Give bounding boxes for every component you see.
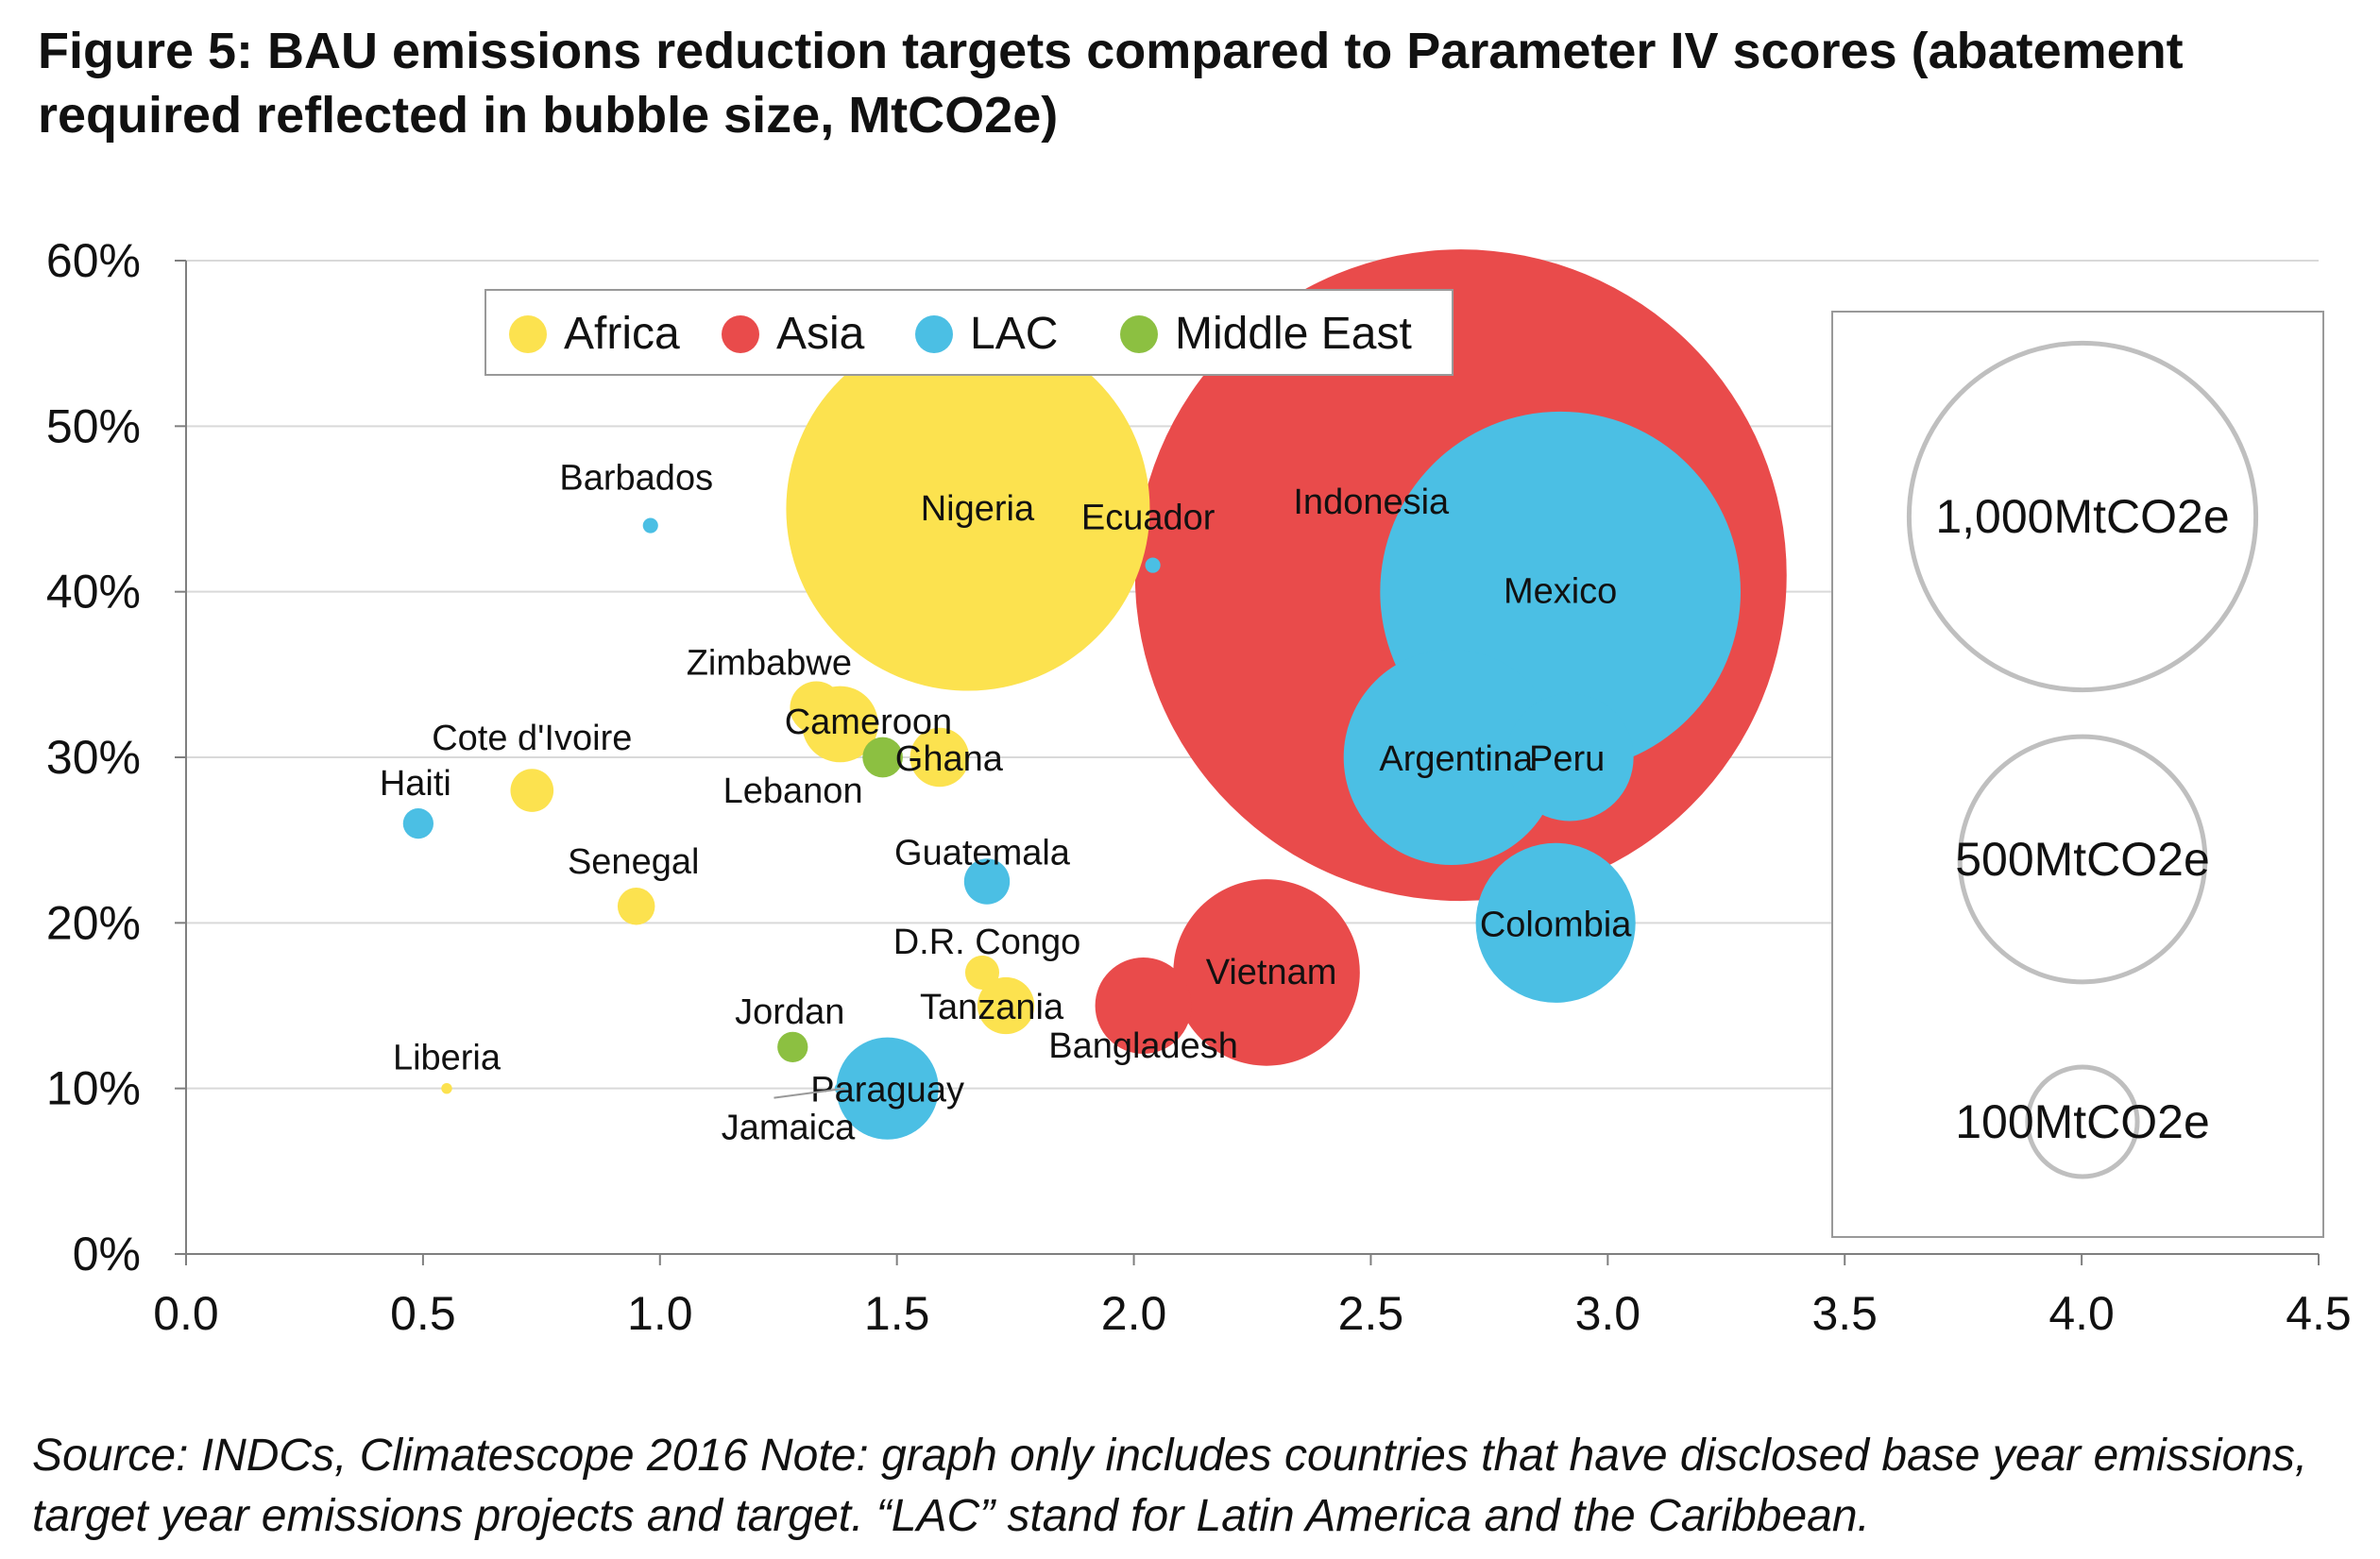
bubble-colombia [1475,842,1636,1003]
legend-marker [1120,315,1158,353]
point-label: Jamaica [722,1109,856,1148]
source-note: Source: INDCs, Climatescope 2016 Note: g… [32,1431,2308,1541]
point-label: Ecuador [1081,499,1216,538]
bubble-liberia [441,1082,452,1094]
x-tick-label: 1.5 [864,1287,930,1340]
point-label: Tanzania [920,988,1064,1027]
bubble-guatemala [963,858,1011,905]
bubble-paraguay [836,1037,939,1140]
bubble-chart: 0% 10% 20% 30% 40% 50% 60% 0.0 0.5 1.0 1.5 2.0 2.5 3.… [46,234,2352,1340]
y-tick-label: 0% [73,1228,141,1280]
bubble-jordan [777,1031,808,1062]
x-tick-label: 0.0 [153,1287,219,1340]
bubble-haiti [402,808,434,839]
x-tick-label: 3.0 [1575,1287,1641,1340]
bubble-senegal [617,888,655,925]
x-tick-label: 3.5 [1811,1287,1878,1340]
point-label: Nigeria [921,489,1035,529]
bubble-vietnam [1173,879,1360,1066]
x-tick-label: 0.5 [390,1287,456,1340]
point-label: Mexico [1504,572,1617,612]
axes: 0% 10% 20% 30% 40% 50% 60% 0.0 0.5 1.0 1.5 2.0 2.5 3.… [46,234,2352,1340]
point-label: Argentina [1379,739,1534,779]
bubble-d-r-congo [964,955,1000,990]
y-tick-label: 40% [46,566,141,619]
point-label: Jordan [735,992,844,1032]
x-tick-label: 4.0 [2048,1287,2115,1340]
bubble-lebanon [862,737,903,778]
point-label: Senegal [568,842,699,882]
bubble-peru [1505,693,1634,822]
size-legend-box [1831,311,2324,1238]
point-label: Haiti [380,764,451,804]
point-label: Lebanon [723,771,863,811]
size-legend-circle [1906,340,2259,693]
point-label: Liberia [393,1039,502,1078]
bubbles [402,249,1787,1140]
bubble-nigeria [786,327,1150,691]
size-legend-circle [2025,1064,2140,1179]
point-label: Zimbabwe [687,643,852,683]
x-tick-label: 1.0 [627,1287,693,1340]
point-label: Bangladesh [1048,1026,1238,1066]
size-legend-circle [1957,734,2208,985]
y-tick-label: 50% [46,399,141,452]
point-label: Indonesia [1293,483,1450,522]
bubble-barbados [642,517,658,534]
point-label: Cote d'Ivoire [432,719,632,758]
chart-title: Figure 5: BAU emissions reduction target… [38,23,2184,144]
bubble-bangladesh [1095,957,1192,1054]
x-tick-label: 4.5 [2286,1287,2352,1340]
point-labels: Barbados Nigeria Ecuador Indonesia Mexico Zim… [380,459,1632,1148]
y-tick-label: 20% [46,896,141,949]
y-tick-label: 30% [46,731,141,784]
bubble-tanzania [977,976,1035,1035]
y-tick-label: 60% [46,234,141,287]
size-legend: 1,000MtCO2e 500MtCO2e 100MtCO2e [1831,311,2324,1238]
legend-label: Middle East [1175,309,1412,359]
bubble-cote-d-ivoire [510,769,554,812]
x-tick-label: 2.5 [1338,1287,1404,1340]
point-label: Cameroon [785,703,952,742]
point-label: D.R. Congo [893,923,1081,962]
x-tick-label: 2.0 [1101,1287,1167,1340]
jamaica-leader-line [774,1087,845,1099]
size-legend-label: 500MtCO2e [1955,833,2210,886]
point-label: Vietnam [1206,953,1337,992]
legend-marker [722,315,759,353]
size-legend-label: 1,000MtCO2e [1935,490,2229,543]
bubble-ghana [910,727,970,788]
region-legend: Africa Asia LAC Middle East [484,289,1454,376]
y-tick-label: 10% [46,1062,141,1115]
legend-box [484,289,1454,376]
legend-marker [915,315,953,353]
bubble-argentina [1343,649,1559,866]
legend-marker [509,315,547,353]
point-label: Ghana [895,739,1004,779]
bubble-ecuador [1145,557,1161,573]
bubble-zimbabwe [790,681,843,735]
point-label: Peru [1529,739,1605,779]
point-label: Colombia [1480,905,1632,944]
size-legend-label: 100MtCO2e [1955,1095,2210,1148]
point-label: Guatemala [894,834,1071,873]
legend-label: Africa [564,309,680,359]
legend-label: Asia [776,309,865,359]
legend-label: LAC [970,309,1058,359]
point-label: Barbados [559,459,713,499]
